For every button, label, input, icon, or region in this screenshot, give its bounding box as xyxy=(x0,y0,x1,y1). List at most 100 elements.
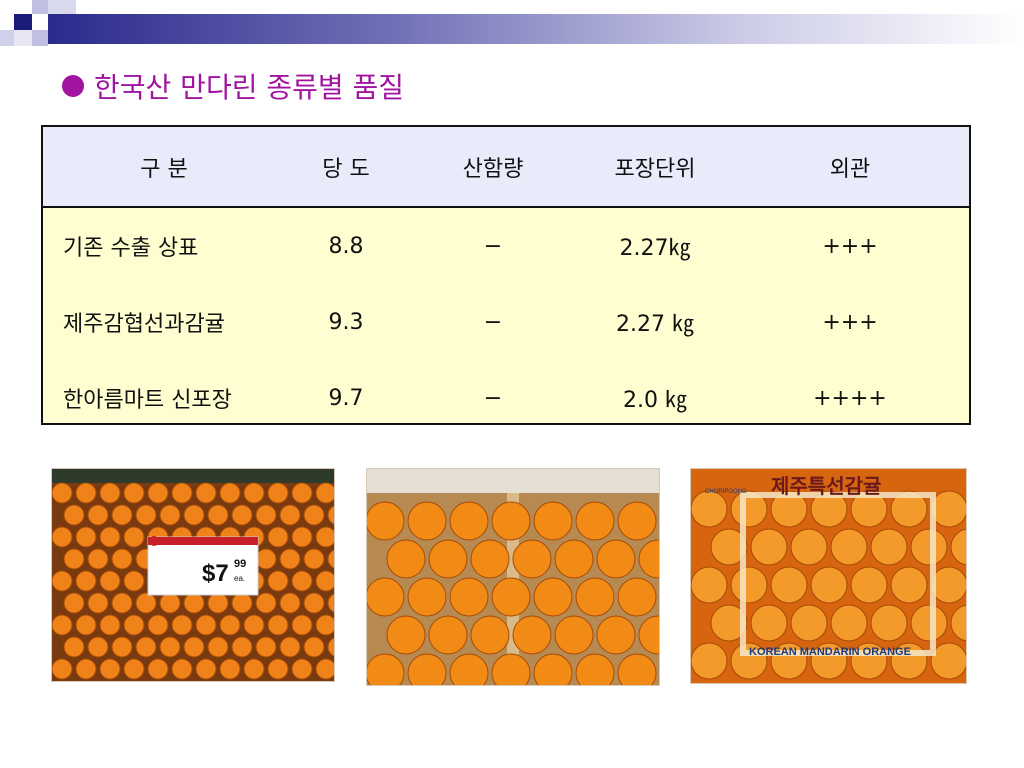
orange-fruit xyxy=(870,604,908,642)
orange-fruit xyxy=(367,577,405,617)
orange-fruit xyxy=(750,528,788,566)
orange-fruit xyxy=(407,653,447,685)
orange-fruit xyxy=(367,501,405,541)
orange-fruit xyxy=(386,539,426,579)
orange-fruit xyxy=(267,482,289,504)
orange-fruit xyxy=(291,526,313,548)
orange-fruit xyxy=(512,539,552,579)
orange-fruit xyxy=(63,548,85,570)
orange-fruit xyxy=(135,504,157,526)
orange-fruit xyxy=(279,636,301,658)
orange-fruit xyxy=(533,577,573,617)
cell-packaging: 2.27 ㎏ xyxy=(616,312,694,337)
orange-fruit xyxy=(407,577,447,617)
decor-square xyxy=(32,30,48,46)
orange-fruit xyxy=(830,604,868,642)
orange-fruit xyxy=(183,636,205,658)
orange-fruit xyxy=(231,592,253,614)
orange-fruit xyxy=(638,615,659,655)
orange-fruit xyxy=(691,642,728,680)
orange-fruit xyxy=(63,504,85,526)
quality-table: 구 분 당 도 산함량 포장단위 외관 기존 수출 상표 8.8 − 2.27㎏… xyxy=(41,125,971,425)
orange-fruit xyxy=(147,658,169,680)
orange-fruit xyxy=(279,504,301,526)
orange-fruit xyxy=(279,548,301,570)
cell-appearance: +++ xyxy=(822,309,878,335)
orange-fruit xyxy=(267,570,289,592)
orange-fruit xyxy=(533,501,573,541)
orange-fruit xyxy=(910,604,948,642)
cell-sugar: 9.7 xyxy=(328,385,364,411)
orange-fruit xyxy=(75,482,97,504)
orange-fruit xyxy=(449,653,489,685)
bullet-icon xyxy=(62,75,84,97)
orange-fruit xyxy=(710,528,748,566)
slide-title: 한국산 만다린 종류별 품질 xyxy=(62,66,404,106)
orange-fruit xyxy=(267,526,289,548)
orange-fruit xyxy=(171,658,193,680)
cell-acidity: − xyxy=(483,385,503,411)
orange-fruit xyxy=(303,636,325,658)
orange-fruit xyxy=(243,658,265,680)
orange-fruit xyxy=(171,482,193,504)
orange-fruit xyxy=(291,658,313,680)
orange-fruit xyxy=(930,566,966,604)
orange-fruit xyxy=(930,642,966,680)
header-sugar: 당 도 xyxy=(285,127,407,208)
orange-fruit xyxy=(930,490,966,528)
cell-acidity: − xyxy=(483,233,503,259)
orange-fruit xyxy=(950,528,966,566)
orange-fruit xyxy=(52,570,73,592)
price-dollars: $7 xyxy=(202,560,229,587)
brand-label: CHORIPOONG xyxy=(705,489,747,495)
orange-fruit xyxy=(315,614,334,636)
orange-fruit xyxy=(470,539,510,579)
cell-category: 기존 수출 상표 xyxy=(63,236,199,261)
orange-fruit xyxy=(407,501,447,541)
orange-fruit xyxy=(575,577,615,617)
orange-fruit xyxy=(183,592,205,614)
orange-fruit xyxy=(512,615,552,655)
orange-fruit xyxy=(231,636,253,658)
orange-fruit xyxy=(491,501,531,541)
orange-fruit xyxy=(243,482,265,504)
orange-fruit xyxy=(195,614,217,636)
cell-appearance: ++++ xyxy=(813,385,887,411)
cell-acidity: − xyxy=(483,309,503,335)
orange-fruit xyxy=(123,658,145,680)
orange-fruit xyxy=(75,570,97,592)
cell-appearance: +++ xyxy=(822,233,878,259)
orange-fruit xyxy=(255,636,277,658)
orange-fruit xyxy=(770,490,808,528)
orange-fruit xyxy=(111,636,133,658)
box-title-kr: 제주특선감귤 xyxy=(771,474,881,498)
orange-fruit xyxy=(470,615,510,655)
orange-fruit xyxy=(123,570,145,592)
box-title-en: KOREAN MANDARIN ORANGE xyxy=(749,646,911,658)
orange-fruit xyxy=(575,653,615,685)
cell-category: 한아름마트 신포장 xyxy=(63,388,232,413)
table-row: 한아름마트 신포장 9.7 − 2.0 ㎏ ++++ xyxy=(43,360,969,436)
orange-fruit xyxy=(99,526,121,548)
orange-fruit xyxy=(910,528,948,566)
cell-packaging: 2.27㎏ xyxy=(619,236,691,261)
orange-fruit xyxy=(52,526,73,548)
orange-fruit xyxy=(267,614,289,636)
orange-fruit xyxy=(315,658,334,680)
orange-fruit xyxy=(255,592,277,614)
orange-fruit xyxy=(491,653,531,685)
orange-fruit xyxy=(575,501,615,541)
orange-fruit xyxy=(810,566,848,604)
header-packaging: 포장단위 xyxy=(579,127,731,208)
orange-fruit xyxy=(617,653,657,685)
orange-fruit xyxy=(99,570,121,592)
orange-fruit xyxy=(147,482,169,504)
orange-fruit xyxy=(231,504,253,526)
table-header-row: 구 분 당 도 산함량 포장단위 외관 xyxy=(43,127,969,208)
orange-fruit xyxy=(554,615,594,655)
orange-fruit xyxy=(243,614,265,636)
cell-sugar: 9.3 xyxy=(328,309,364,335)
orange-fruit xyxy=(99,482,121,504)
price-tag: $7 99 ea. xyxy=(147,536,259,596)
cell-sugar: 8.8 xyxy=(328,233,364,259)
